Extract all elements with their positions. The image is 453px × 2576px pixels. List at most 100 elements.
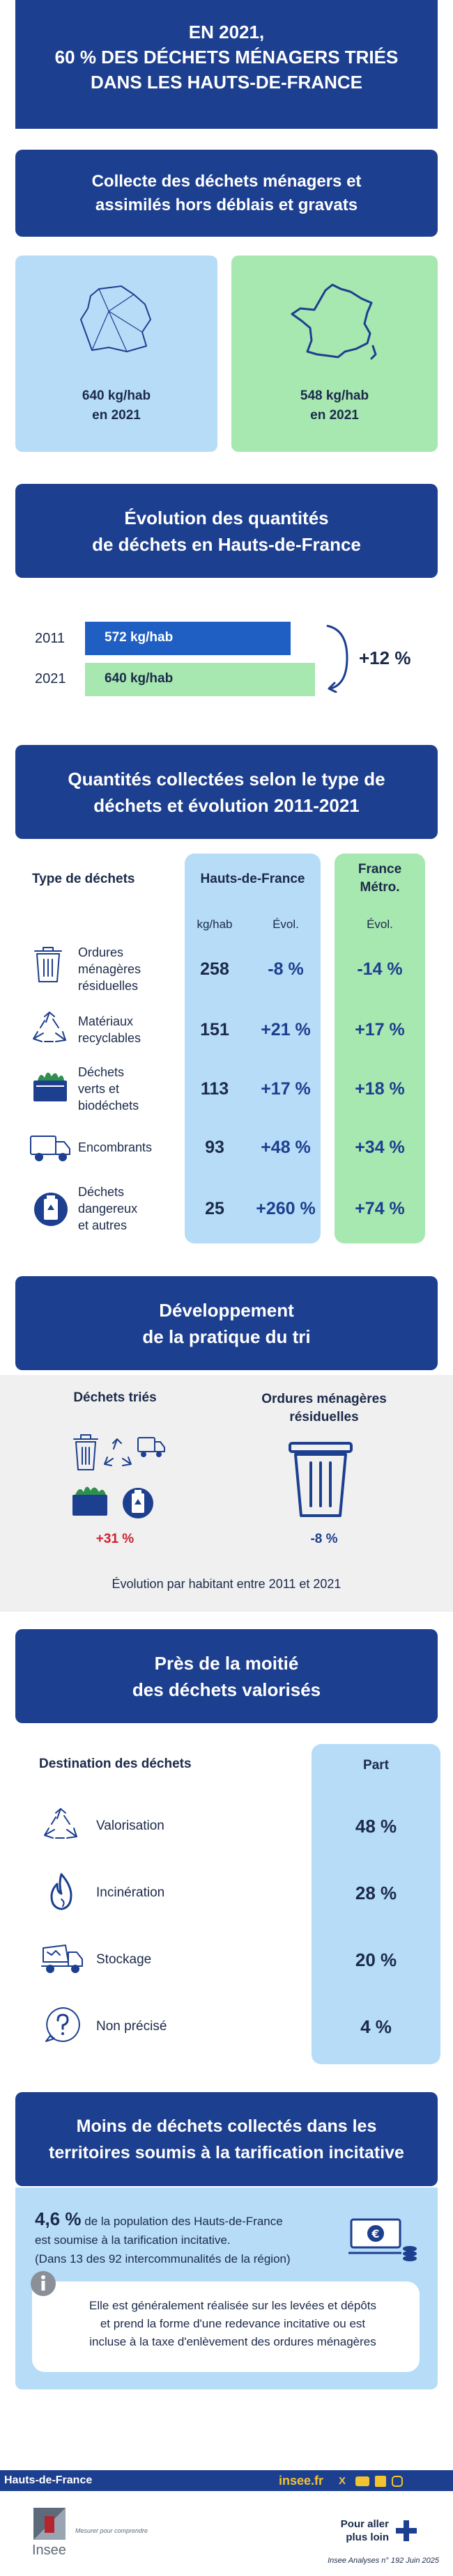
types-row-france: -14 % <box>357 959 403 979</box>
insee-logo-text: Insee <box>32 2543 66 2558</box>
tri-right-title-line-2: résiduelles <box>289 1410 359 1424</box>
evolution-change: +12 % <box>359 647 411 668</box>
france-map-icon <box>291 283 377 360</box>
residual-bin-icon <box>289 1442 353 1517</box>
header-line-2: 60 % DES DÉCHETS MÉNAGERS TRIÉS <box>54 47 399 68</box>
tarification-text-1: de la population des Hauts-de-France <box>84 2215 283 2228</box>
types-sub-evol-france: Évol. <box>367 918 393 931</box>
collecte-card-hdf: 640 kg/hab en 2021 <box>15 256 217 452</box>
types-row-kg: 25 <box>205 1199 224 1218</box>
more-info-line-1: Pour aller <box>340 2518 389 2530</box>
footer-reference: Insee Analyses n° 192 Juin 2025 <box>328 2557 439 2565</box>
types-sub-evol: Évol. <box>272 918 299 931</box>
info-icon <box>31 2271 56 2296</box>
tarification-text-3: (Dans 13 des 92 intercommunalités de la … <box>35 2252 291 2265</box>
evolution-bar-label-2021: 640 kg/hab <box>105 671 174 686</box>
types-row-france: +34 % <box>355 1138 405 1157</box>
youtube-icon[interactable] <box>355 2476 369 2486</box>
tri-title-line-2: de la pratique du tri <box>142 1326 311 1347</box>
types-col-france-line-1: France <box>358 862 402 877</box>
valorises-row-label: Non précisé <box>96 2019 167 2034</box>
types-title-line-2: déchets et évolution 2011-2021 <box>93 794 360 816</box>
types-row-evol: +17 % <box>261 1079 311 1099</box>
tarification-info-line-3: incluse à la taxe d'enlèvement des ordur… <box>89 2335 376 2348</box>
collecte-card-france: 548 kg/hab en 2021 <box>231 256 438 452</box>
tri-panel: Déchets triés Ordures ménagères résiduel… <box>0 1375 453 1612</box>
money-icon: € <box>348 2218 417 2261</box>
valorises-row-label: Stockage <box>96 1952 152 1967</box>
tri-left-title: Déchets triés <box>73 1390 157 1405</box>
types-banner: Quantités collectées selon le type de dé… <box>15 745 438 839</box>
recycling-icon <box>44 1808 77 1839</box>
hazard-can-icon <box>123 1488 153 1518</box>
tri-right-value: -8 % <box>310 1532 338 1546</box>
evolution-year-2021: 2021 <box>35 671 66 686</box>
collecte-france-year: en 2021 <box>310 408 359 423</box>
tri-banner: Développement de la pratique du tri <box>15 1276 438 1370</box>
svg-text:€: € <box>371 2227 379 2240</box>
truck-icon <box>30 1136 70 1161</box>
types-france-column-bg <box>335 854 425 1243</box>
green-waste-icon <box>33 1072 67 1101</box>
types-row-label-line: Déchets <box>78 1185 125 1199</box>
linkedin-icon[interactable] <box>375 2476 386 2487</box>
tri-note: Évolution par habitant entre 2011 et 202… <box>112 1577 341 1591</box>
types-row-label-line: résiduelles <box>78 979 139 993</box>
recycling-icon <box>33 1012 66 1042</box>
evolution-title-line-1: Évolution des quantités <box>124 507 329 528</box>
types-row-kg: 258 <box>200 959 229 979</box>
footer-site-link[interactable]: insee.fr <box>279 2474 324 2488</box>
tarification-info-line-2: et prend la forme d'une redevance incita… <box>100 2317 366 2330</box>
x-icon[interactable]: X <box>339 2475 346 2487</box>
types-row-evol: -8 % <box>268 959 304 979</box>
types-row-label-line: Ordures <box>78 945 124 959</box>
collecte-title-line-2: assimilés hors déblais et gravats <box>95 195 358 214</box>
evolution-bar-2011 <box>85 622 291 655</box>
tarification-info-box: Elle est généralement réalisée sur les l… <box>32 2282 420 2372</box>
valorises-row-label: Valorisation <box>96 1819 164 1833</box>
evolution-title-line-2: de déchets en Hauts-de-France <box>92 533 361 555</box>
types-row-evol: +48 % <box>261 1138 311 1157</box>
page-header: EN 2021, 60 % DES DÉCHETS MÉNAGERS TRIÉS… <box>15 0 438 129</box>
types-row-label-line: biodéchets <box>78 1099 139 1113</box>
tarification-title-line-2: territoires soumis à la tarification inc… <box>49 2142 404 2162</box>
types-row-label-line: Encombrants <box>78 1140 153 1154</box>
evolution-arrow-icon <box>326 625 348 693</box>
types-row-label-line: et autres <box>78 1218 128 1232</box>
hazard-can-icon <box>34 1193 68 1226</box>
types-row-label-line: verts et <box>78 1082 120 1096</box>
recycling-icon <box>104 1438 132 1466</box>
types-row-evol: +21 % <box>261 1020 311 1039</box>
tarification-panel: 4,6 % de la population des Hauts-de-Fran… <box>15 2188 438 2389</box>
types-col-france: France Métro. <box>335 861 425 897</box>
plus-icon[interactable] <box>394 2519 418 2543</box>
truck-icon <box>137 1437 165 1457</box>
tarification-info-line-1: Elle est généralement réalisée sur les l… <box>89 2299 376 2312</box>
collecte-france-value: 548 kg/hab <box>300 388 369 403</box>
types-row-label-line: Déchets <box>78 1065 125 1079</box>
sorted-waste-icons <box>72 1434 165 1518</box>
collecte-banner: Collecte des déchets ménagers et assimil… <box>15 150 438 237</box>
tri-title-line-1: Développement <box>159 1299 294 1321</box>
insee-logo-mark <box>33 2508 66 2540</box>
instagram-icon[interactable] <box>392 2476 403 2487</box>
types-row-kg: 113 <box>200 1079 229 1099</box>
types-col-type: Type de déchets <box>32 872 135 886</box>
types-col-hdf: Hauts-de-France <box>200 872 305 886</box>
tarification-title-line-1: Moins de déchets collectés dans les <box>76 2116 377 2136</box>
valorises-part-column-bg <box>312 1744 440 2064</box>
types-sub-kg: kg/hab <box>197 918 233 931</box>
more-info-link[interactable]: Pour aller plus loin <box>333 2518 389 2544</box>
valorises-row-part: 4 % <box>360 2016 392 2037</box>
insee-logo-tagline: Mesurer pour comprendre <box>75 2527 148 2534</box>
types-row-france: +17 % <box>355 1020 405 1039</box>
valorises-row-part: 48 % <box>355 1816 397 1837</box>
header-line-1: EN 2021, <box>188 22 265 42</box>
types-hdf-column-bg <box>185 854 321 1243</box>
valorises-col-part: Part <box>363 1758 389 1773</box>
tarification-banner: Moins de déchets collectés dans les terr… <box>15 2092 438 2186</box>
header-line-3: DANS LES HAUTS-DE-FRANCE <box>91 72 362 93</box>
evolution-bar-label-2011: 572 kg/hab <box>105 630 174 645</box>
trash-bin-icon <box>34 947 62 982</box>
evolution-banner: Évolution des quantités de déchets en Ha… <box>15 484 438 578</box>
